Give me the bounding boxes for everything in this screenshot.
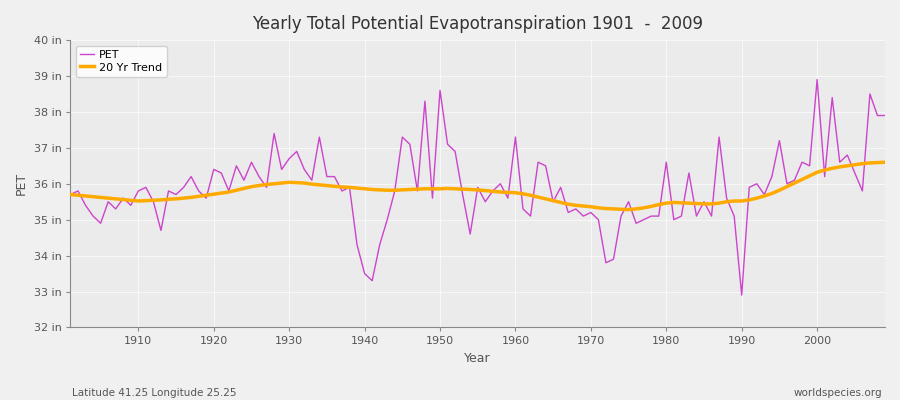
20 Yr Trend: [337, 184, 347, 189]
PET: [65, 192, 76, 197]
X-axis label: Year: Year: [464, 352, 491, 365]
20 Yr Trend: [502, 190, 513, 195]
Line: 20 Yr Trend: 20 Yr Trend: [70, 162, 885, 210]
20 Yr Trend: [623, 207, 634, 212]
PET: [879, 113, 890, 118]
Text: worldspecies.org: worldspecies.org: [794, 388, 882, 398]
PET: [812, 77, 823, 82]
PET: [736, 293, 747, 298]
20 Yr Trend: [879, 160, 890, 165]
20 Yr Trend: [600, 206, 611, 211]
20 Yr Trend: [125, 198, 136, 203]
PET: [600, 260, 611, 265]
PET: [292, 149, 302, 154]
Line: PET: PET: [70, 80, 885, 295]
20 Yr Trend: [65, 192, 76, 197]
PET: [502, 196, 513, 200]
PET: [337, 188, 347, 193]
PET: [125, 203, 136, 208]
20 Yr Trend: [510, 190, 521, 195]
Y-axis label: PET: PET: [15, 172, 28, 195]
Text: Latitude 41.25 Longitude 25.25: Latitude 41.25 Longitude 25.25: [72, 388, 237, 398]
Legend: PET, 20 Yr Trend: PET, 20 Yr Trend: [76, 46, 166, 77]
PET: [510, 135, 521, 140]
Title: Yearly Total Potential Evapotranspiration 1901  -  2009: Yearly Total Potential Evapotranspiratio…: [252, 15, 703, 33]
20 Yr Trend: [292, 180, 302, 185]
